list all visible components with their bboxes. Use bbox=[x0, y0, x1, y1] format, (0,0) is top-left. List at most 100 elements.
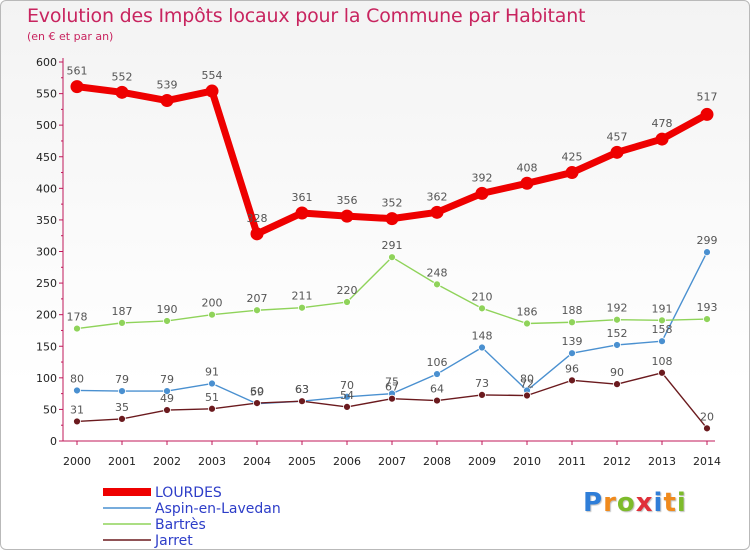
y-tick-label: 300 bbox=[36, 246, 57, 259]
data-point-bartr-s bbox=[478, 304, 486, 313]
x-tick-label: 2013 bbox=[648, 455, 676, 468]
data-point-jarret bbox=[298, 397, 306, 406]
data-label-lourdes: 362 bbox=[427, 190, 448, 203]
x-tick-label: 2007 bbox=[378, 455, 406, 468]
data-label-jarret: 31 bbox=[70, 403, 84, 416]
data-point-lourdes bbox=[340, 209, 354, 223]
data-point-jarret bbox=[73, 417, 81, 426]
data-label-lourdes: 392 bbox=[472, 171, 493, 184]
data-label-aspin-en-lavedan: 59 bbox=[250, 386, 264, 399]
y-tick-label: 0 bbox=[50, 435, 57, 448]
data-point-bartr-s bbox=[433, 280, 441, 289]
x-tick-label: 2002 bbox=[153, 455, 181, 468]
data-point-jarret bbox=[478, 390, 486, 399]
data-label-bartr-s: 211 bbox=[292, 290, 313, 303]
data-label-bartr-s: 186 bbox=[517, 306, 538, 319]
y-tick-label: 200 bbox=[36, 309, 57, 322]
data-label-jarret: 63 bbox=[295, 383, 309, 396]
data-label-bartr-s: 207 bbox=[247, 292, 268, 305]
data-point-bartr-s bbox=[118, 318, 126, 327]
data-point-jarret bbox=[208, 404, 216, 413]
x-tick-label: 2008 bbox=[423, 455, 451, 468]
data-label-aspin-en-lavedan: 106 bbox=[427, 356, 448, 369]
data-point-aspin-en-lavedan bbox=[433, 370, 441, 378]
data-point-bartr-s bbox=[658, 316, 666, 325]
data-point-jarret bbox=[388, 394, 396, 403]
data-label-lourdes: 352 bbox=[382, 197, 403, 210]
data-label-jarret: 60 bbox=[250, 385, 264, 398]
data-point-aspin-en-lavedan bbox=[118, 387, 126, 395]
data-point-lourdes bbox=[295, 206, 309, 220]
data-point-aspin-en-lavedan bbox=[343, 392, 351, 401]
data-label-jarret: 51 bbox=[205, 391, 219, 404]
data-label-bartr-s: 190 bbox=[157, 303, 178, 316]
data-label-aspin-en-lavedan: 299 bbox=[697, 234, 718, 247]
data-label-aspin-en-lavedan: 158 bbox=[652, 323, 673, 336]
logo-letter: x bbox=[635, 488, 654, 518]
x-tick-label: 2011 bbox=[558, 455, 586, 468]
x-tick-label: 2000 bbox=[63, 455, 91, 468]
data-label-lourdes: 539 bbox=[157, 79, 178, 92]
data-point-bartr-s bbox=[388, 253, 396, 262]
y-tick-label: 100 bbox=[36, 372, 57, 385]
data-point-jarret bbox=[613, 380, 621, 389]
data-label-bartr-s: 220 bbox=[337, 284, 358, 297]
data-label-lourdes: 425 bbox=[562, 151, 583, 164]
logo-letter: t bbox=[663, 488, 677, 518]
data-label-lourdes: 408 bbox=[517, 161, 538, 174]
data-point-aspin-en-lavedan bbox=[658, 337, 666, 346]
data-label-bartr-s: 210 bbox=[472, 290, 493, 303]
data-point-lourdes bbox=[565, 166, 579, 180]
chart-title: Evolution des Impôts locaux pour la Comm… bbox=[27, 5, 586, 27]
data-label-bartr-s: 248 bbox=[427, 266, 448, 279]
legend-label: Bartrès bbox=[155, 517, 206, 533]
data-point-lourdes bbox=[115, 85, 129, 99]
data-point-bartr-s bbox=[208, 310, 216, 319]
data-label-jarret: 72 bbox=[520, 378, 534, 391]
series-line-lourdes bbox=[73, 83, 711, 238]
data-point-jarret bbox=[253, 399, 261, 408]
data-label-aspin-en-lavedan: 79 bbox=[115, 373, 129, 386]
data-point-jarret bbox=[433, 396, 441, 405]
logo-letter: i bbox=[676, 488, 687, 518]
data-point-aspin-en-lavedan bbox=[568, 349, 576, 358]
data-point-bartr-s bbox=[613, 315, 621, 324]
y-tick-label: 250 bbox=[36, 277, 57, 290]
data-label-lourdes: 328 bbox=[247, 212, 268, 225]
data-point-lourdes bbox=[655, 132, 669, 146]
data-label-lourdes: 356 bbox=[337, 194, 358, 207]
data-point-aspin-en-lavedan bbox=[208, 379, 216, 388]
data-label-bartr-s: 193 bbox=[697, 301, 718, 314]
data-label-lourdes: 478 bbox=[652, 117, 673, 130]
legend-label: LOURDES bbox=[155, 485, 222, 501]
data-point-aspin-en-lavedan bbox=[478, 343, 486, 352]
logo-letter: o bbox=[616, 488, 636, 518]
data-point-aspin-en-lavedan bbox=[613, 341, 621, 349]
data-label-lourdes: 561 bbox=[67, 65, 88, 78]
data-label-lourdes: 554 bbox=[202, 69, 223, 82]
data-label-jarret: 96 bbox=[565, 362, 579, 375]
y-tick-label: 600 bbox=[36, 56, 57, 69]
x-tick-label: 2001 bbox=[108, 455, 136, 468]
data-label-aspin-en-lavedan: 70 bbox=[340, 379, 354, 392]
data-point-bartr-s bbox=[163, 317, 171, 325]
data-point-bartr-s bbox=[703, 315, 711, 323]
data-label-lourdes: 517 bbox=[697, 90, 718, 103]
data-point-bartr-s bbox=[73, 324, 81, 333]
x-tick-label: 2012 bbox=[603, 455, 631, 468]
data-label-jarret: 54 bbox=[340, 389, 354, 402]
data-point-bartr-s bbox=[523, 319, 531, 328]
data-point-jarret bbox=[343, 402, 351, 411]
data-label-lourdes: 361 bbox=[292, 191, 313, 204]
data-point-lourdes bbox=[475, 186, 489, 200]
data-point-aspin-en-lavedan bbox=[703, 248, 711, 257]
data-point-bartr-s bbox=[298, 303, 306, 312]
data-label-jarret: 73 bbox=[475, 377, 489, 390]
data-label-aspin-en-lavedan: 152 bbox=[607, 327, 628, 340]
data-point-lourdes bbox=[385, 212, 399, 226]
y-tick-label: 450 bbox=[36, 151, 57, 164]
legend-label: Aspin-en-Lavedan bbox=[155, 501, 281, 517]
data-point-jarret bbox=[703, 424, 711, 433]
